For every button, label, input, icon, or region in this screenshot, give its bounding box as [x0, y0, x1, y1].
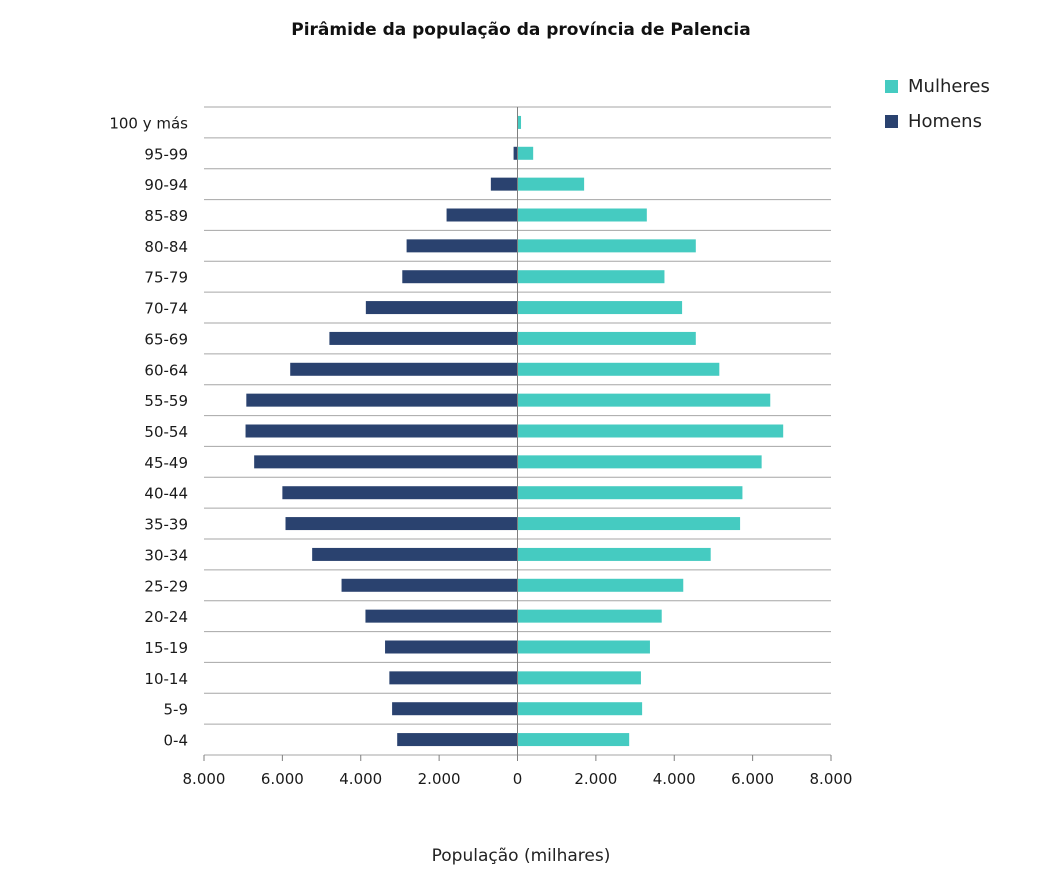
bar-mulheres-100-y-más — [517, 115, 522, 129]
y-tick-label: 90-94 — [144, 176, 188, 194]
y-tick-label: 45-49 — [144, 454, 188, 472]
legend-swatch-mulheres — [885, 79, 898, 93]
legend-item-homens: Homens — [885, 109, 990, 133]
legend-swatch-homens — [885, 114, 898, 128]
y-tick-label: 5-9 — [164, 701, 189, 719]
legend-label-mulheres: Mulheres — [908, 75, 990, 97]
bar-mulheres-65-69 — [517, 331, 696, 345]
x-tick-label: 6.000 — [731, 770, 774, 788]
x-tick-label: 2.000 — [418, 770, 461, 788]
bar-homens-95-99 — [513, 146, 518, 160]
y-tick-label: 40-44 — [144, 485, 188, 503]
bar-mulheres-0-4 — [517, 733, 630, 747]
y-tick-label: 70-74 — [144, 300, 188, 318]
bar-homens-75-79 — [402, 270, 518, 284]
bar-homens-65-69 — [329, 331, 518, 345]
y-tick-label: 55-59 — [144, 392, 188, 410]
bar-homens-45-49 — [254, 455, 518, 469]
bar-homens-80-84 — [406, 239, 518, 253]
bar-homens-70-74 — [365, 301, 518, 315]
bar-mulheres-30-34 — [517, 547, 711, 561]
bar-homens-55-59 — [246, 393, 518, 407]
y-tick-label: 80-84 — [144, 238, 188, 256]
bar-homens-25-29 — [341, 578, 518, 592]
bar-mulheres-45-49 — [517, 455, 762, 469]
y-tick-label: 85-89 — [144, 207, 188, 225]
y-tick-label: 25-29 — [144, 577, 188, 595]
bar-mulheres-95-99 — [517, 146, 534, 160]
bar-homens-10-14 — [389, 671, 518, 685]
bar-homens-60-64 — [290, 362, 518, 376]
y-tick-label: 75-79 — [144, 269, 188, 287]
bar-mulheres-15-19 — [517, 640, 650, 654]
x-axis-label: População (milhares) — [431, 846, 611, 866]
bar-homens-30-34 — [312, 547, 518, 561]
legend-item-mulheres: Mulheres — [885, 74, 990, 98]
bar-homens-20-24 — [365, 609, 518, 623]
x-tick-label: 8.000 — [810, 770, 853, 788]
x-tick-label: 6.000 — [261, 770, 304, 788]
bar-mulheres-35-39 — [517, 517, 741, 531]
x-tick-label: 8.000 — [183, 770, 226, 788]
bar-mulheres-80-84 — [517, 239, 696, 253]
bar-homens-85-89 — [446, 208, 518, 222]
y-tick-label: 65-69 — [144, 330, 188, 348]
bar-mulheres-85-89 — [517, 208, 647, 222]
legend-label-homens: Homens — [908, 110, 982, 132]
bar-mulheres-70-74 — [517, 301, 683, 315]
bar-homens-35-39 — [285, 517, 518, 531]
y-tick-label: 20-24 — [144, 608, 188, 626]
bar-homens-5-9 — [392, 702, 518, 716]
legend: Mulheres Homens — [885, 74, 990, 144]
x-tick-label: 4.000 — [653, 770, 696, 788]
bar-homens-90-94 — [490, 177, 518, 191]
bar-homens-15-19 — [385, 640, 518, 654]
bar-homens-40-44 — [282, 486, 518, 500]
x-tick-label: 0 — [513, 770, 523, 788]
y-tick-label: 35-39 — [144, 516, 188, 534]
y-tick-label: 95-99 — [144, 145, 188, 163]
bar-mulheres-25-29 — [517, 578, 684, 592]
y-tick-label: 100 y más — [109, 114, 188, 132]
bar-mulheres-5-9 — [517, 702, 643, 716]
y-tick-label: 50-54 — [144, 423, 188, 441]
bar-mulheres-75-79 — [517, 270, 665, 284]
y-tick-label: 10-14 — [144, 670, 188, 688]
y-tick-label: 0-4 — [164, 732, 189, 750]
bar-mulheres-10-14 — [517, 671, 641, 685]
bar-homens-0-4 — [397, 733, 518, 747]
y-tick-label: 60-64 — [144, 361, 188, 379]
bar-homens-50-54 — [245, 424, 518, 438]
bar-mulheres-50-54 — [517, 424, 784, 438]
y-tick-label: 30-34 — [144, 546, 188, 564]
bar-mulheres-55-59 — [517, 393, 771, 407]
chart-title: Pirâmide da população da província de Pa… — [291, 20, 751, 40]
bar-mulheres-60-64 — [517, 362, 720, 376]
bar-mulheres-90-94 — [517, 177, 585, 191]
x-tick-label: 2.000 — [574, 770, 617, 788]
bar-mulheres-20-24 — [517, 609, 662, 623]
y-tick-label: 15-19 — [144, 639, 188, 657]
bar-mulheres-40-44 — [517, 486, 743, 500]
x-tick-label: 4.000 — [339, 770, 382, 788]
